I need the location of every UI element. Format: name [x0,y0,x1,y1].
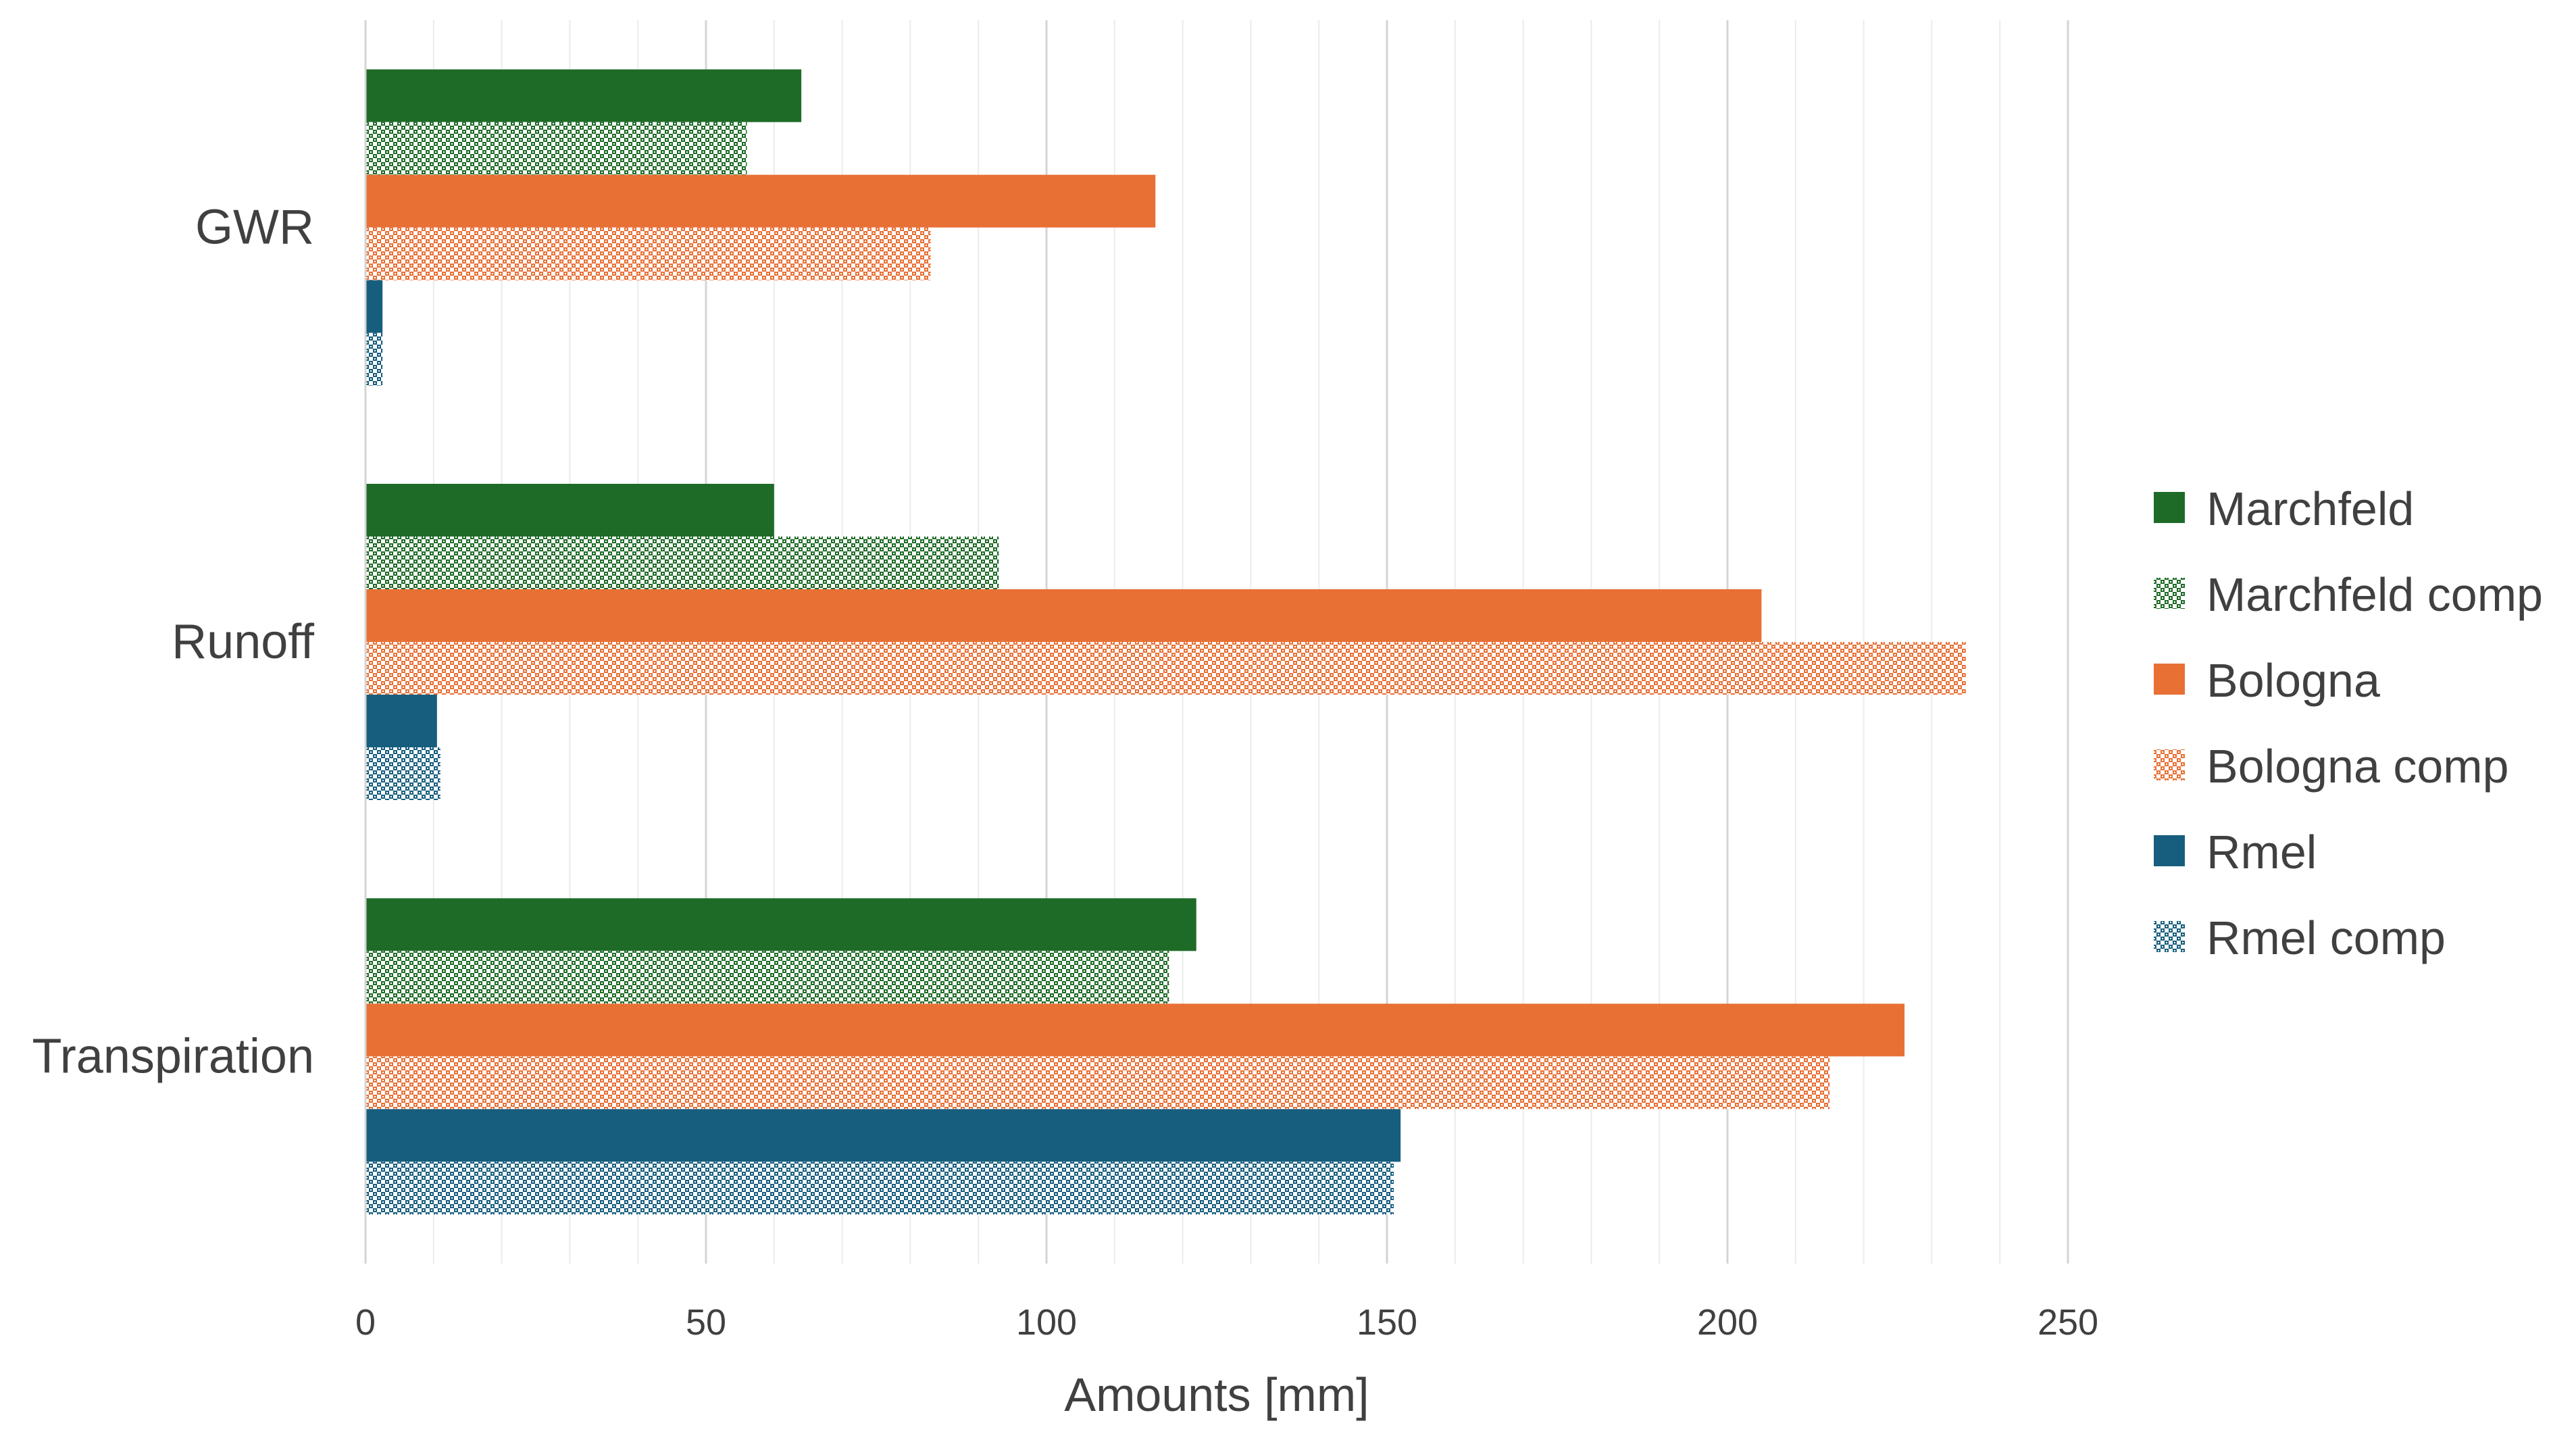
x-tick-label: 0 [355,1302,376,1343]
bars [365,69,1966,1215]
legend-label: Marchfeld comp [2206,568,2543,621]
bar-transpiration-bologna-comp [365,1056,1830,1110]
bar-runoff-marchfeld-comp [365,537,999,589]
category-label: GWR [195,201,314,255]
bar-runoff-bologna [365,589,1762,642]
bar-transpiration-rmel-comp [365,1162,1394,1215]
legend-label: Bologna [2206,654,2380,707]
x-tick-label: 100 [1016,1302,1077,1343]
bar-runoff-marchfeld [365,484,774,537]
legend-swatch [2154,921,2185,952]
axes: GWR Runoff Transpiration 0 50 100 150 200 250 Amo… [32,20,2098,1421]
bar-gwr-marchfeld-comp [365,122,747,175]
bar-gwr-marchfeld [365,69,802,122]
bar-gwr-bologna [365,174,1156,228]
x-tick-label: 250 [2038,1302,2098,1343]
legend-swatch [2154,835,2185,866]
bar-gwr-rmel [365,280,383,333]
bar-transpiration-bologna [365,1003,1905,1057]
bar-gwr-rmel-comp [365,332,383,386]
legend-label: Bologna comp [2206,740,2509,793]
legend-label: Rmel [2206,826,2317,878]
bar-gwr-bologna-comp [365,227,931,280]
legend-swatch [2154,664,2185,695]
legend-label: Marchfeld [2206,482,2414,535]
bar-runoff-bologna-comp [365,642,1966,695]
bar-runoff-rmel [365,695,437,747]
category-label: Runoff [172,615,315,669]
legend: Marchfeld Marchfeld comp Bologna Bologna co… [2154,482,2543,964]
bar-transpiration-rmel [365,1109,1401,1162]
x-tick-label: 50 [686,1302,726,1343]
legend-swatch [2154,749,2185,780]
x-tick-label: 200 [1697,1302,1758,1343]
bar-transpiration-marchfeld-comp [365,951,1169,1004]
legend-swatch [2154,578,2185,609]
x-axis-title: Amounts [mm] [1064,1368,1369,1421]
x-tick-label: 150 [1357,1302,1417,1343]
legend-swatch [2154,492,2185,523]
bar-transpiration-marchfeld [365,898,1196,951]
legend-label: Rmel comp [2206,912,2446,964]
bar-runoff-rmel-comp [365,747,440,800]
category-label: Transpiration [32,1029,314,1083]
